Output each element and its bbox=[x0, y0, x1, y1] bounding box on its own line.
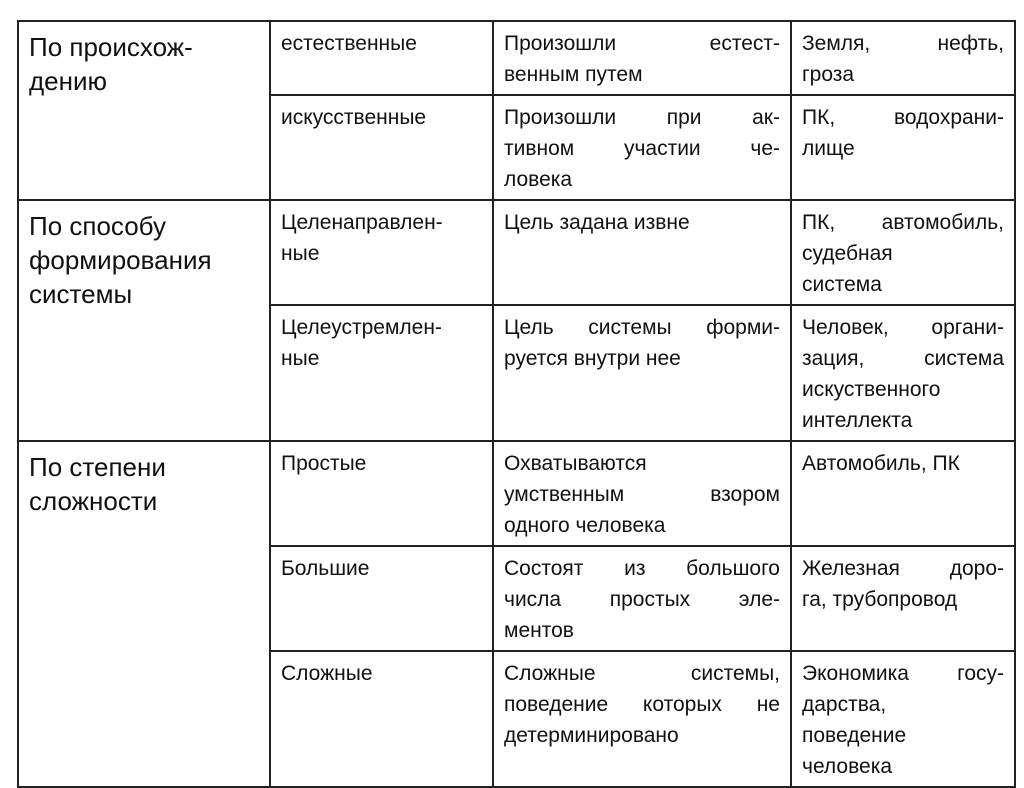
table-row: По степени сложности Простые Охватываются ум… bbox=[17, 440, 1016, 788]
cell-line: Простые bbox=[281, 452, 367, 475]
examples-cell: Человек, органи-зация, система искуственн… bbox=[790, 304, 1016, 442]
cell-line: интеллекта bbox=[802, 409, 913, 432]
cell-line: руется внутри нее bbox=[504, 347, 681, 370]
cell-line: естественные bbox=[281, 32, 417, 55]
cell-line: поведение которых не bbox=[504, 693, 780, 716]
systems-classification-table: По происхож-дению естественные Произошли е… bbox=[17, 20, 1016, 788]
criterion-cell: По происхож-дению bbox=[17, 20, 271, 201]
cell-line: ные bbox=[281, 347, 320, 370]
criterion-cell: По степени сложности bbox=[17, 440, 271, 788]
cell-line: ПК, автомобиль, bbox=[802, 211, 1004, 234]
table-row: По способу формирования системы Целенаправл… bbox=[17, 199, 1016, 442]
table-row: Целеустремлен-ные Цель системы форми-рует… bbox=[18, 304, 1016, 442]
cell-line: Железная доро- bbox=[802, 557, 1004, 580]
cell-line: лище bbox=[802, 137, 855, 160]
cell-line: По происхож- bbox=[29, 32, 193, 62]
cell-line: система bbox=[802, 273, 882, 296]
description-cell: Охватываются умственным взором одного чело… bbox=[492, 440, 792, 547]
table-row: искусственные Произошли при ак-тивном уча… bbox=[18, 94, 1016, 201]
cell-line: По степени bbox=[29, 452, 166, 482]
cell-line: ные bbox=[281, 242, 320, 265]
type-cell: Сложные bbox=[269, 650, 494, 788]
cell-line: Цель системы форми- bbox=[504, 316, 780, 339]
examples-cell: Железная доро-га, трубопровод bbox=[790, 545, 1016, 652]
cell-line: искуственного bbox=[802, 378, 941, 401]
cell-line: Охватываются bbox=[504, 452, 647, 475]
description-cell: Цель системы форми-руется внутри нее bbox=[492, 304, 792, 442]
table-row: По происхож-дению естественные Произошли е… bbox=[17, 20, 1016, 201]
cell-line: Произошли естест- bbox=[504, 32, 780, 55]
cell-line: сложности bbox=[29, 486, 158, 516]
cell-line: судебная bbox=[802, 242, 893, 265]
cell-line: формирования bbox=[29, 245, 212, 275]
cell-line: ловека bbox=[504, 168, 573, 191]
criterion-cell: По способу формирования системы bbox=[17, 199, 271, 442]
cell-line: числа простых эле- bbox=[504, 588, 780, 611]
type-cell: Большие bbox=[269, 545, 494, 652]
type-cell: Целеустремлен-ные bbox=[269, 304, 494, 442]
description-cell: Сложные системы, поведение которых не дете… bbox=[492, 650, 792, 788]
cell-line: Цель задана извне bbox=[504, 211, 690, 234]
cell-line: одного человека bbox=[504, 514, 666, 537]
cell-line: ПК, водохрани- bbox=[802, 106, 1004, 129]
cell-line: Сложные bbox=[281, 662, 373, 685]
description-cell: Произошли при ак-тивном участии че-ловек… bbox=[492, 94, 792, 201]
cell-line: Произошли при ак- bbox=[504, 106, 780, 129]
type-cell: Простые bbox=[269, 440, 494, 547]
cell-line: Сложные системы, bbox=[504, 662, 780, 685]
cell-line: га, трубопровод bbox=[802, 588, 958, 611]
examples-cell: ПК, автомобиль, судебная система bbox=[790, 199, 1016, 306]
cell-line: Состоят из большого bbox=[504, 557, 780, 580]
cell-line: системы bbox=[29, 279, 133, 309]
cell-line: поведение bbox=[802, 724, 907, 747]
cell-line: искусственные bbox=[281, 106, 427, 129]
cell-line: Целенаправлен- bbox=[281, 211, 443, 234]
cell-line: венным путем bbox=[504, 63, 643, 86]
cell-line: Большие bbox=[281, 557, 370, 580]
type-cell: естественные bbox=[269, 20, 494, 96]
examples-cell: Экономика госу-дарства, поведение человека bbox=[790, 650, 1016, 788]
type-cell: Целенаправлен-ные bbox=[269, 199, 494, 306]
cell-line: детерминировано bbox=[504, 724, 679, 747]
cell-line: дарства, bbox=[802, 693, 887, 716]
table-row: Сложные Сложные системы, поведение которых… bbox=[18, 650, 1016, 788]
cell-line: Экономика госу- bbox=[802, 662, 1004, 685]
description-cell: Цель задана извне bbox=[492, 199, 792, 306]
cell-line: Человек, органи- bbox=[802, 316, 1004, 339]
cell-line: ментов bbox=[504, 619, 574, 642]
cell-line: По способу bbox=[29, 211, 166, 241]
cell-line: гроза bbox=[802, 63, 855, 86]
description-cell: Произошли естест-венным путем bbox=[492, 20, 792, 96]
cell-line: умственным взором bbox=[504, 483, 780, 506]
examples-cell: ПК, водохрани-лище bbox=[790, 94, 1016, 201]
examples-cell: Автомобиль, ПК bbox=[790, 440, 1016, 547]
cell-line: зация, система bbox=[802, 347, 1004, 370]
examples-cell: Земля, нефть, гроза bbox=[790, 20, 1016, 96]
cell-line: Земля, нефть, bbox=[802, 32, 1004, 55]
cell-line: тивном участии че- bbox=[504, 137, 780, 160]
table-row: Большие Состоят из большого числа простых … bbox=[18, 545, 1016, 652]
cell-line: Целеустремлен- bbox=[281, 316, 442, 339]
cell-line: дению bbox=[29, 66, 108, 96]
type-cell: искусственные bbox=[269, 94, 494, 201]
description-cell: Состоят из большого числа простых эле-мен… bbox=[492, 545, 792, 652]
cell-line: Автомобиль, ПК bbox=[802, 452, 960, 475]
